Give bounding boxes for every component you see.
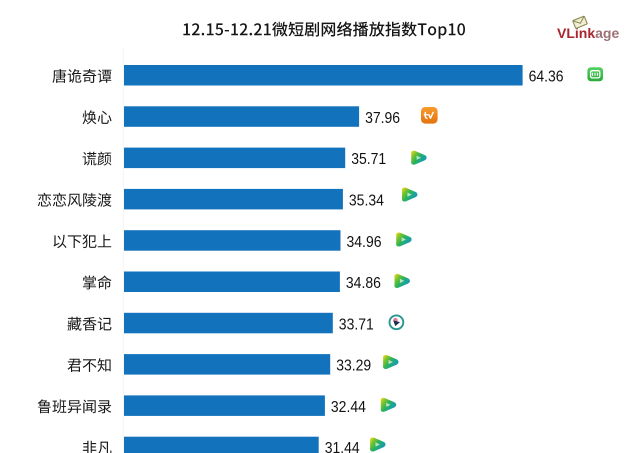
svg-text:32.44: 32.44 <box>331 399 366 416</box>
svg-text:33.71: 33.71 <box>339 316 374 333</box>
svg-text:34.86: 34.86 <box>346 275 381 292</box>
svg-text:35.71: 35.71 <box>351 151 386 168</box>
svg-text:33.29: 33.29 <box>336 358 371 375</box>
svg-text:37.96: 37.96 <box>365 110 400 127</box>
svg-text:34.96: 34.96 <box>347 234 382 251</box>
svg-text:64.36: 64.36 <box>529 69 564 86</box>
svg-text:35.34: 35.34 <box>349 192 384 209</box>
svg-text:31.44: 31.44 <box>325 440 360 453</box>
svg-text:VLinkage: VLinkage <box>557 25 619 41</box>
